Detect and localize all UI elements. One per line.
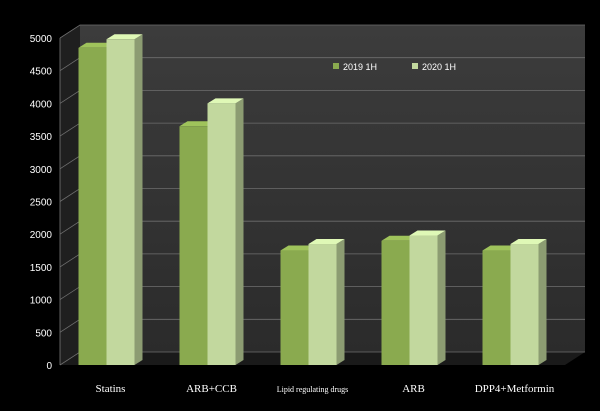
y-tick-label: 1000 [30,296,53,307]
bar-2020-1h-2 [308,239,345,365]
bar-front [106,39,135,366]
y-tick-label: 0 [46,361,52,372]
bar-front [409,235,438,365]
x-tick-label: DPP4+Metformin [475,383,555,395]
bar-side [538,239,547,365]
y-tick-label: 3000 [30,165,53,176]
bar-2020-1h-3 [409,230,446,365]
x-tick-label: Statins [96,383,126,395]
bar-front [179,126,208,365]
bar-top [207,98,244,104]
bar-front [280,250,309,365]
bar-side [437,230,446,365]
bar-top [280,245,317,251]
y-tick-label: 4500 [30,67,53,78]
bar-top [510,239,547,245]
legend-label: 2019 1H [343,62,377,72]
y-tick-label: 500 [35,328,52,339]
bar-2020-1h-1 [207,98,244,366]
bar-front [381,240,410,365]
bar-front [308,244,337,365]
legend-item: 2020 1H [412,62,456,72]
bar-top [179,121,216,127]
legend: 2019 1H 2020 1H [333,62,456,72]
bar-front [482,250,511,365]
legend-swatch [412,63,418,69]
bar-top [381,235,418,241]
legend-item: 2019 1H [333,62,377,72]
bar-top [308,239,345,245]
gridline [59,24,585,39]
bars [78,34,547,366]
legend-label: 2020 1H [422,62,456,72]
bar-front [510,244,539,365]
y-tick-label: 2500 [30,198,53,209]
bar-side [134,34,143,366]
bar-side [235,98,244,366]
legend-swatch [333,63,339,69]
bar-top [482,245,519,251]
x-tick-label: Lipid regulating drugs [277,385,349,394]
bar-top [106,34,143,40]
y-tick-label: 4000 [30,99,53,110]
bar-2020-1h-4 [510,239,547,365]
x-axis: Statins ARB+CCB Lipid regulating drugs ARB D… [96,383,555,395]
bar-2020-1h-0 [106,34,143,366]
bar-front [78,47,107,366]
bar-front [207,103,236,366]
bar-top [409,230,446,236]
x-tick-label: ARB [402,383,425,395]
x-tick-label: ARB+CCB [186,383,237,395]
y-tick-label: 5000 [30,34,53,45]
bar-side [336,239,345,365]
y-tick-label: 1500 [30,263,53,274]
bar-top [78,42,115,48]
y-tick-label: 3500 [30,132,53,143]
y-tick-label: 2000 [30,230,53,241]
y-axis: 0 500 1000 1500 2000 2500 3000 3500 4000 4500 5000 [30,34,61,372]
